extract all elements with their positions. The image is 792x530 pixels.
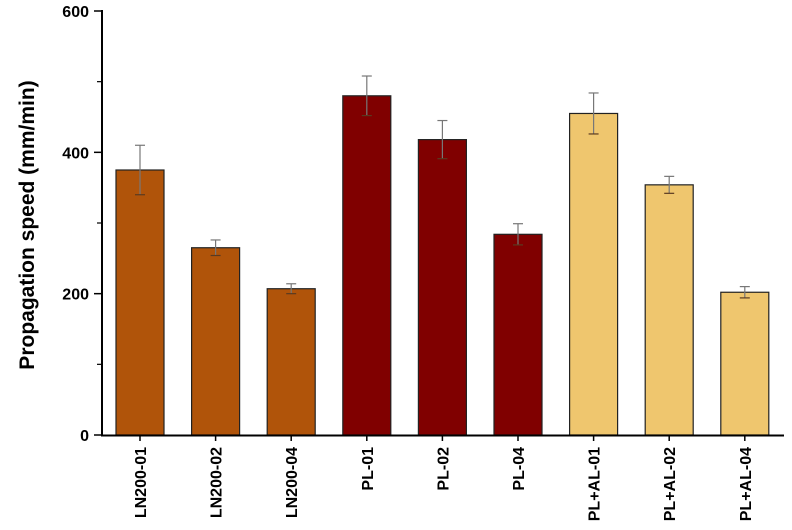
bar-pl-al-04 [720, 291, 770, 436]
x-tick-label: PL+AL-04 [738, 447, 755, 521]
bars-group [115, 95, 770, 436]
bar-ln200-04 [266, 288, 316, 436]
x-tick-label: PL-02 [435, 447, 452, 491]
bar-pl-04 [493, 233, 543, 436]
bar-pl-01 [342, 95, 392, 436]
bar-pl-02 [417, 139, 467, 436]
y-tick-label: 400 [62, 145, 89, 162]
bar-pl-al-01 [568, 112, 619, 436]
x-tick-label: PL+AL-01 [587, 447, 604, 521]
y-ticks-group: 0 200 400 600 [62, 4, 102, 445]
x-tick-label: LN200-01 [133, 447, 150, 518]
bar-ln200-01 [115, 169, 165, 436]
y-axis-label: Propagation speed (mm/min) [16, 80, 39, 369]
y-tick-label: 0 [80, 428, 89, 445]
x-tick-label: LN200-02 [209, 447, 226, 518]
x-tick-label: PL-01 [360, 447, 377, 491]
bar-pl-al-02 [644, 184, 694, 436]
y-tick-label: 200 [62, 287, 89, 304]
x-ticks-group: LN200-01 LN200-02 LN200-04 PL-01 PL-02 PL-04 P… [133, 435, 755, 521]
x-tick-label: PL-04 [511, 447, 528, 491]
error-bars-group [135, 75, 750, 299]
y-tick-label: 600 [62, 4, 89, 21]
bar-ln200-02 [191, 247, 241, 436]
x-tick-label: LN200-04 [284, 447, 301, 518]
x-tick-label: PL+AL-02 [662, 447, 679, 521]
